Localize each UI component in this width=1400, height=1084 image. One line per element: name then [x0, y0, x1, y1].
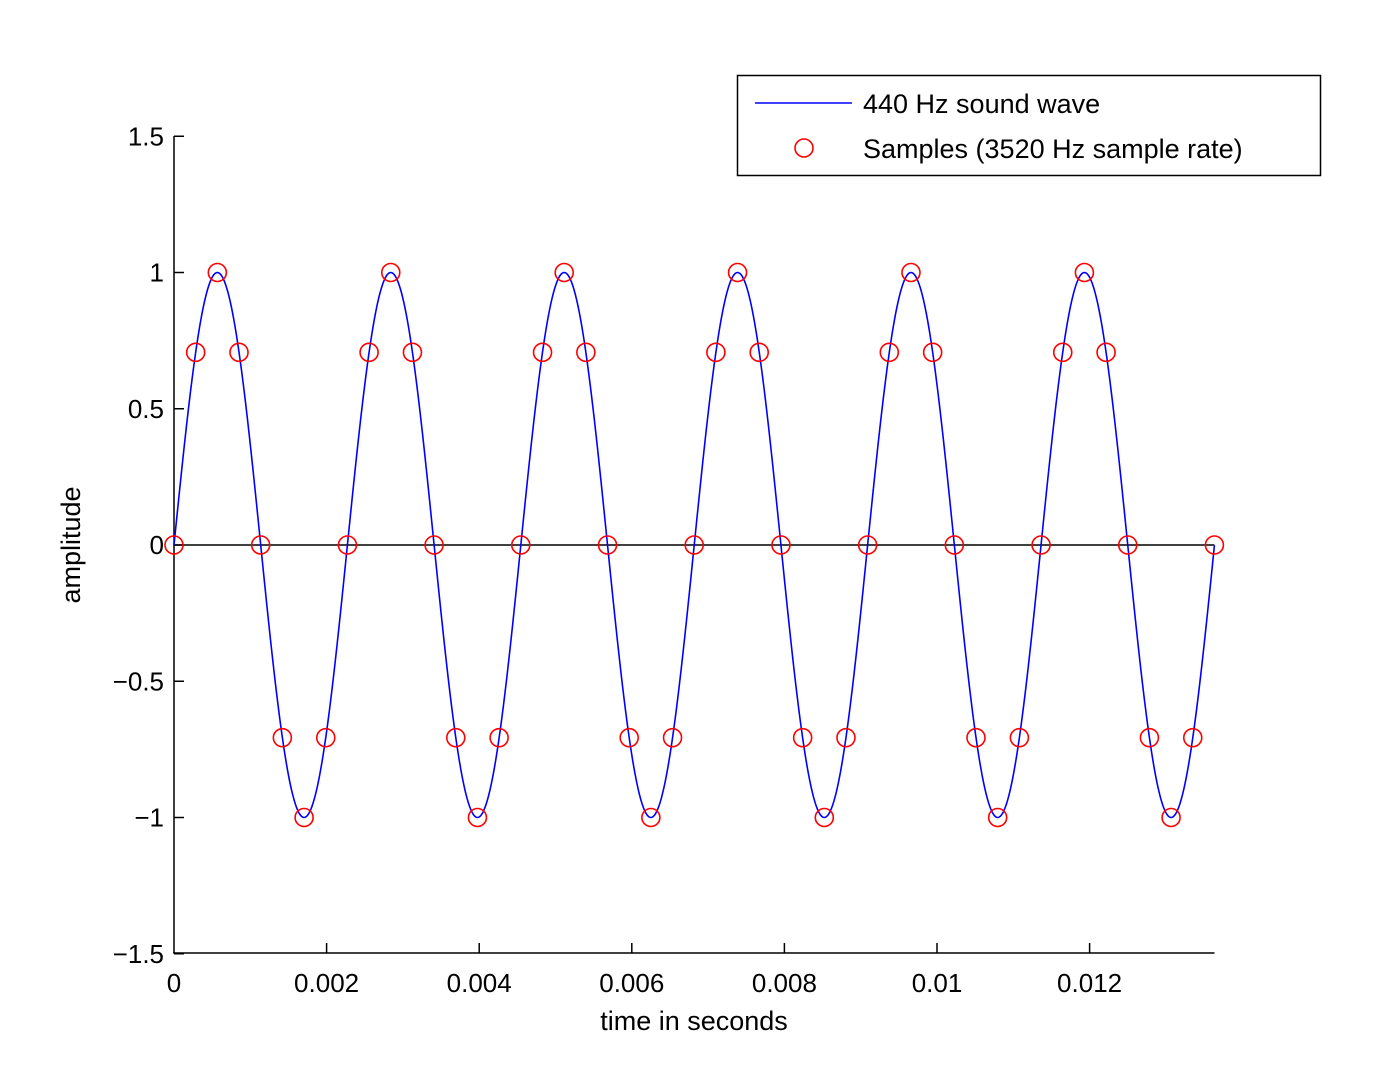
- x-tick-label: 0: [167, 968, 181, 998]
- x-tick-label: 0.008: [752, 968, 817, 998]
- sample-marker: [641, 807, 661, 828]
- sample-marker: [619, 727, 640, 748]
- sample-marker: [532, 342, 553, 363]
- sample-marker: [922, 342, 943, 363]
- y-tick-label: −1: [134, 803, 164, 833]
- sample-marker: [164, 535, 184, 555]
- sample-marker: [1117, 535, 1138, 555]
- sample-marker: [1182, 727, 1203, 748]
- sample-marker: [337, 535, 358, 555]
- sample-marker: [359, 342, 379, 363]
- sample-marker: [1161, 807, 1181, 828]
- sample-marker: [597, 535, 618, 555]
- sample-marker: [814, 807, 835, 828]
- sample-marker: [229, 342, 249, 363]
- x-tick-label: 0.002: [294, 968, 359, 998]
- sample-marker: [424, 535, 444, 555]
- legend-label-samples: Samples (3520 Hz sample rate): [863, 134, 1243, 164]
- sample-marker: [402, 342, 423, 363]
- y-tick-label: 0.5: [128, 394, 164, 424]
- x-axis-label: time in seconds: [600, 1006, 788, 1036]
- sample-marker: [792, 727, 813, 748]
- y-tick-label: −0.5: [113, 666, 164, 696]
- sample-marker: [662, 727, 683, 748]
- sample-marker: [836, 727, 856, 748]
- y-tick-label: 1.5: [128, 121, 164, 151]
- legend-circle-icon: [794, 138, 814, 158]
- x-tick-label: 0.01: [912, 968, 963, 998]
- sample-marker: [857, 535, 878, 555]
- sample-marker: [771, 535, 791, 555]
- sample-marker: [1031, 535, 1051, 555]
- sample-marker: [1139, 727, 1160, 748]
- legend: 440 Hz sound wave Samples (3520 Hz sampl…: [736, 74, 1322, 177]
- y-axis-label: amplitude: [56, 486, 86, 603]
- sample-marker: [1052, 342, 1073, 363]
- sample-marker: [749, 342, 770, 363]
- x-tick-label: 0.012: [1057, 968, 1122, 998]
- legend-box: [736, 74, 1322, 177]
- y-tick-label: −1.5: [113, 939, 164, 969]
- axes: 1.5 1 0.5 0 −0.5 −1 −1.5 0 0.002 0.004 0.006 0.008…: [113, 121, 1215, 998]
- sample-marker: [1204, 535, 1225, 555]
- y-ticks: 1.5 1 0.5 0 −0.5 −1 −1.5: [113, 121, 184, 969]
- sample-marker: [207, 262, 228, 283]
- sample-marker: [489, 727, 509, 748]
- sample-marker: [315, 727, 336, 748]
- y-tick-label: 0: [150, 530, 164, 560]
- sample-marker: [445, 727, 466, 748]
- sample-marker: [944, 535, 965, 555]
- x-tick-label: 0.004: [447, 968, 512, 998]
- x-tick-label: 0.006: [599, 968, 664, 998]
- sample-marker: [467, 807, 488, 828]
- sample-marker: [966, 727, 986, 748]
- sample-marker: [294, 807, 314, 828]
- sample-marker: [684, 535, 705, 555]
- sample-marker: [185, 342, 206, 363]
- sample-marker: [727, 262, 748, 283]
- sample-marker: [554, 262, 574, 283]
- sample-marker: [510, 535, 531, 555]
- sample-marker: [706, 342, 726, 363]
- legend-label-wave: 440 Hz sound wave: [863, 89, 1100, 119]
- sample-marker: [250, 535, 271, 555]
- sample-marker: [272, 727, 293, 748]
- sample-marker: [576, 342, 596, 363]
- sample-marker: [1009, 727, 1030, 748]
- sample-marker: [1074, 262, 1095, 283]
- sample-markers: [164, 262, 1225, 828]
- x-ticks: 0 0.002 0.004 0.006 0.008 0.01 0.012: [167, 943, 1122, 998]
- sample-marker: [1096, 342, 1116, 363]
- sample-marker: [879, 342, 900, 363]
- sample-marker: [987, 807, 1008, 828]
- y-tick-label: 1: [150, 258, 164, 288]
- sample-marker: [901, 262, 921, 283]
- sound-wave-line: [173, 271, 1216, 819]
- sample-marker: [380, 262, 401, 283]
